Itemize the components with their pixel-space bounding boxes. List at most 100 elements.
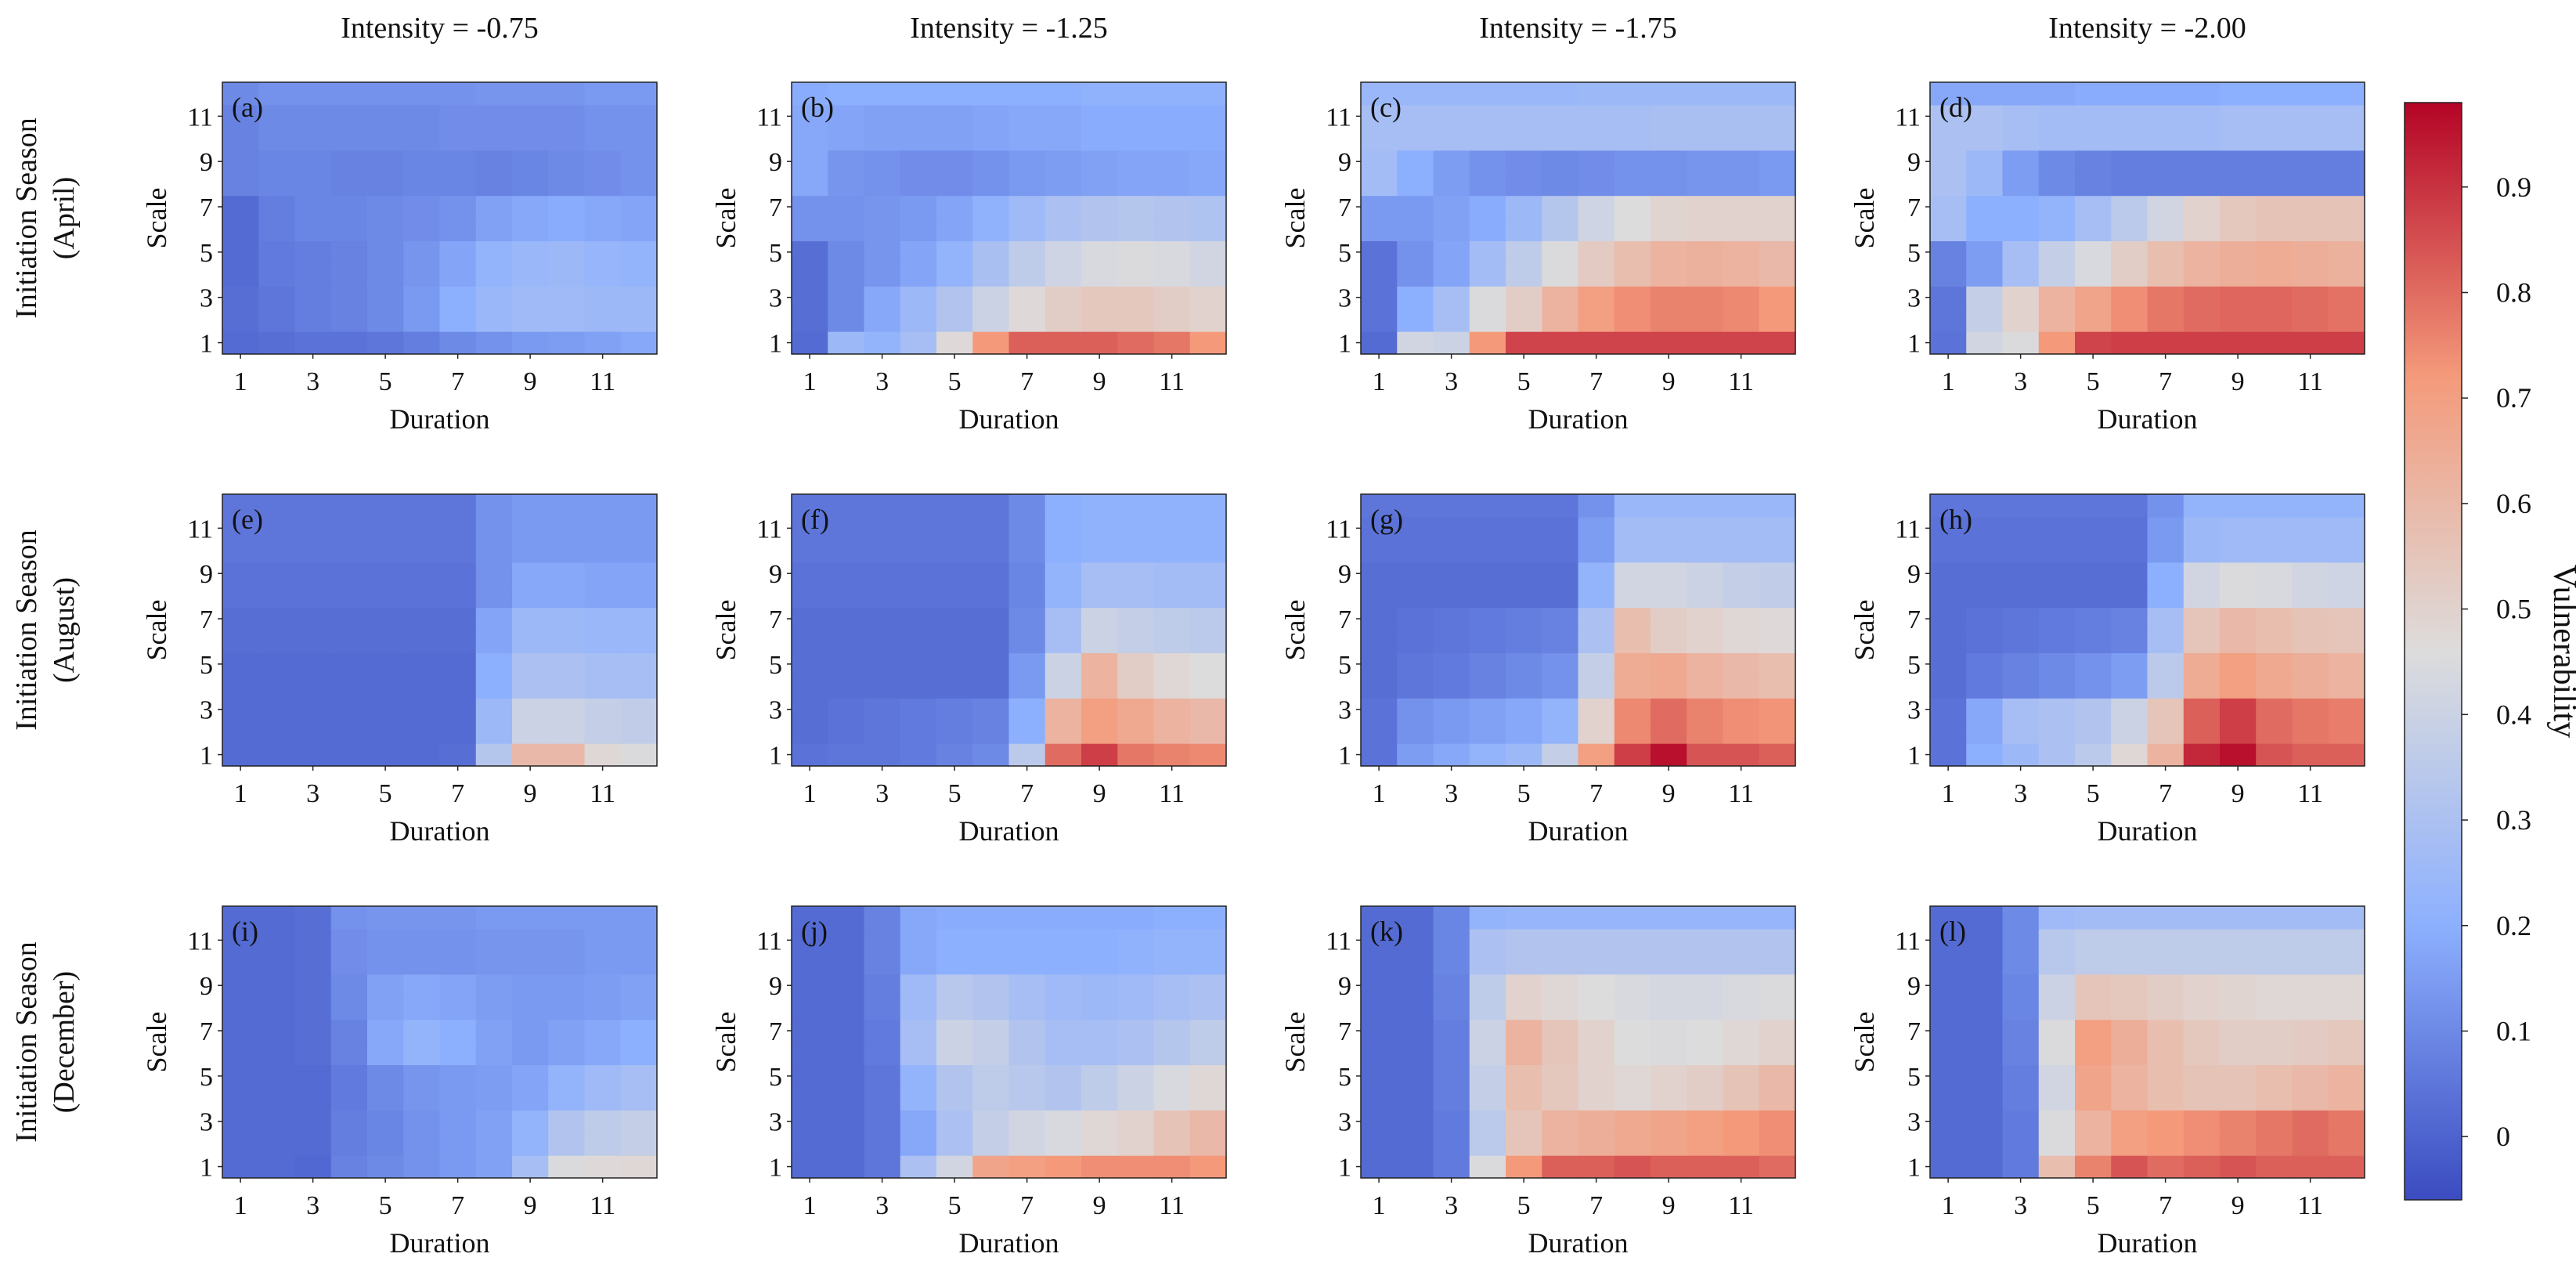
- heatmap-cell: [1361, 539, 1398, 563]
- heatmap-cell: [1008, 1019, 1046, 1043]
- heatmap-cell: [1506, 906, 1542, 930]
- heatmap-cell: [294, 82, 332, 106]
- heatmap-cell: [2256, 172, 2293, 197]
- heatmap-cell: [2183, 1064, 2221, 1088]
- colorbar-tick-label: 0.4: [2496, 699, 2531, 730]
- heatmap-cell: [403, 607, 441, 631]
- heatmap-cell: [1651, 1019, 1687, 1043]
- heatmap-cell: [512, 539, 549, 563]
- heatmap-cell: [330, 675, 368, 699]
- heatmap-cell: [1469, 195, 1506, 219]
- heatmap-cell: [403, 652, 441, 676]
- heatmap-cell: [2292, 652, 2329, 676]
- heatmap-cell: [1687, 698, 1724, 721]
- heatmap-cell: [1081, 743, 1118, 767]
- heatmap-cell: [1687, 263, 1724, 287]
- y-tick-label: 9: [769, 560, 782, 589]
- heatmap-cell: [1578, 562, 1615, 586]
- x-tick-label: 3: [2014, 1191, 2027, 1220]
- heatmap-cell: [828, 127, 865, 151]
- heatmap-cell: [2002, 996, 2040, 1021]
- heatmap-cell: [1614, 539, 1651, 563]
- heatmap-cell: [1361, 309, 1398, 332]
- heatmap-cell: [2183, 172, 2221, 197]
- heatmap-cell: [475, 562, 513, 586]
- heatmap-cell: [1117, 996, 1155, 1021]
- heatmap-cell: [1008, 127, 1046, 151]
- heatmap-cell: [620, 652, 658, 676]
- heatmap-cell: [2111, 172, 2148, 197]
- heatmap-cell: [2111, 127, 2148, 151]
- heatmap-cell: [2328, 974, 2365, 998]
- heatmap-cell: [900, 172, 937, 197]
- heatmap-cell: [1578, 1133, 1615, 1156]
- heatmap-cell: [512, 240, 549, 264]
- heatmap-cell: [1081, 1019, 1118, 1043]
- heatmap-cell: [1687, 996, 1724, 1021]
- x-axis-label: Duration: [959, 403, 1059, 435]
- y-tick-label: 11: [1895, 515, 1921, 544]
- heatmap-cell: [1189, 974, 1227, 998]
- heatmap-cell: [2038, 562, 2076, 586]
- heatmap-cell: [1687, 743, 1724, 767]
- heatmap-cell: [512, 82, 549, 106]
- heatmap-cell: [1361, 82, 1398, 106]
- heatmap-cell: [1578, 172, 1615, 197]
- heatmap-cell: [2075, 1087, 2112, 1111]
- heatmap-cell: [1044, 494, 1082, 518]
- heatmap-cell: [1044, 562, 1082, 586]
- heatmap-cell: [1966, 240, 2004, 264]
- heatmap-cell: [1966, 286, 2004, 309]
- heatmap-cell: [548, 906, 586, 930]
- heatmap-cell: [1117, 286, 1155, 309]
- heatmap-cell: [367, 331, 404, 355]
- heatmap-cell: [222, 562, 259, 586]
- heatmap-cell: [222, 1155, 259, 1179]
- heatmap-cell: [222, 698, 259, 721]
- heatmap-cell: [1759, 1133, 1796, 1156]
- heatmap-cell: [548, 539, 586, 563]
- heatmap-cell: [2038, 743, 2076, 767]
- x-tick-label: 5: [2087, 779, 2100, 808]
- heatmap-cell: [1966, 309, 2004, 332]
- heatmap-cell: [1117, 195, 1155, 219]
- heatmap-cell: [403, 1155, 441, 1179]
- heatmap-cell: [2220, 1019, 2257, 1043]
- heatmap-cell: [1930, 1133, 1967, 1156]
- heatmap-cell: [512, 331, 549, 355]
- heatmap-cell: [1361, 974, 1398, 998]
- heatmap-cell: [900, 1133, 937, 1156]
- heatmap-cell: [258, 172, 296, 197]
- heatmap-cell: [1397, 698, 1434, 721]
- heatmap-cell: [367, 263, 404, 287]
- heatmap-cell: [1966, 698, 2004, 721]
- heatmap-cell: [1651, 331, 1687, 355]
- heatmap-cell: [2038, 150, 2076, 174]
- heatmap-cell: [972, 218, 1010, 242]
- heatmap-cell: [1930, 1110, 1967, 1133]
- heatmap-cell: [1189, 539, 1227, 563]
- heatmap-cell: [2038, 286, 2076, 309]
- heatmap-cell: [2075, 104, 2112, 128]
- heatmap-cell: [1723, 584, 1760, 609]
- heatmap-cell: [1008, 721, 1046, 744]
- heatmap-cell: [2038, 516, 2076, 540]
- heatmap-cell: [367, 240, 404, 264]
- heatmap-cell: [972, 286, 1010, 309]
- heatmap-cell: [330, 309, 368, 332]
- heatmap-cell: [972, 516, 1010, 540]
- x-axis-label: Duration: [959, 1227, 1059, 1259]
- heatmap-cell: [1469, 1087, 1506, 1111]
- heatmap-cell: [2111, 309, 2148, 332]
- heatmap-cell: [439, 1019, 477, 1043]
- heatmap-cell: [828, 1064, 865, 1088]
- heatmap-cell: [1759, 1155, 1796, 1179]
- heatmap-cell: [2328, 1110, 2365, 1133]
- heatmap-cell: [2002, 218, 2040, 242]
- heatmap-cell: [2147, 928, 2185, 952]
- heatmap-cell: [2292, 1042, 2329, 1066]
- heatmap-cell: [1506, 721, 1542, 744]
- heatmap-cell: [258, 584, 296, 609]
- heatmap-cell: [792, 286, 828, 309]
